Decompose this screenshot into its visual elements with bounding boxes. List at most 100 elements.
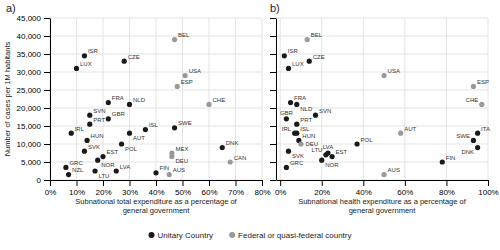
x-tick-mark: [488, 180, 489, 186]
point-label: LTU: [311, 147, 322, 153]
point: [298, 141, 303, 146]
point-label: SVN: [93, 108, 105, 114]
point: [475, 145, 480, 150]
point-label: EST: [107, 149, 119, 155]
x-tick-mark: [103, 180, 104, 186]
point-label: NLD: [300, 106, 313, 112]
point-label: CAN: [234, 155, 247, 161]
point: [100, 154, 105, 159]
y-tick-mark: [44, 144, 50, 145]
point: [82, 149, 87, 154]
x-tick-label: 0%: [275, 188, 287, 197]
point-label: AUT: [404, 126, 416, 132]
y-tick-mark: [270, 108, 276, 109]
legend-label: Unitary Country: [158, 231, 214, 240]
point: [284, 165, 289, 170]
point-label: NLD: [133, 97, 146, 103]
x-tick-mark: [77, 180, 78, 186]
point: [325, 150, 330, 155]
x-tick: 80%: [254, 180, 270, 197]
x-tick-mark: [156, 180, 157, 186]
y-tick: 30,000: [17, 68, 50, 77]
point: [95, 158, 100, 163]
legend-label: Federal or quasi-federal country: [238, 231, 351, 240]
point: [127, 131, 132, 136]
series: [282, 53, 480, 170]
point-label: GBR: [112, 111, 126, 117]
x-tick: 50%: [175, 180, 191, 197]
point: [169, 154, 174, 159]
panel-title: b): [270, 2, 280, 14]
y-tick-mark: [270, 126, 276, 127]
x-tick-mark: [50, 180, 51, 186]
y-tick-mark: [270, 144, 276, 145]
point-label: CZE: [313, 54, 325, 60]
legend-item: Federal or quasi-federal country: [229, 231, 351, 240]
y-tick-label: 40,000: [17, 32, 42, 41]
y-tick-mark: [270, 72, 276, 73]
y-tick: 10,000: [17, 140, 50, 149]
y-tick-mark: [270, 162, 276, 163]
point-label: PRT: [300, 117, 312, 123]
points: [63, 37, 232, 177]
grid-line-x: [280, 18, 281, 180]
x-tick-label: 60%: [201, 188, 217, 197]
y-tick: 45,000: [17, 14, 50, 23]
series: [298, 37, 484, 177]
point: [183, 73, 188, 78]
point: [82, 53, 87, 58]
point: [307, 59, 312, 64]
x-tick-mark: [405, 180, 406, 186]
x-tick-mark: [280, 180, 281, 186]
panel-title: a): [6, 2, 16, 14]
y-tick: [270, 18, 276, 19]
grid-line-y: [276, 90, 488, 91]
y-tick: [270, 144, 276, 145]
point: [143, 127, 148, 132]
point-label: CHE: [213, 97, 226, 103]
grid-line-y: [276, 72, 488, 73]
point-label: AUT: [133, 135, 145, 141]
point: [114, 168, 119, 173]
y-tick: [270, 180, 276, 181]
point: [127, 102, 132, 107]
y-tick-mark: [270, 90, 276, 91]
point-label: ISL: [300, 126, 310, 132]
point-label: LUX: [80, 61, 92, 67]
point-label: PRT: [93, 117, 105, 123]
point: [175, 84, 180, 89]
series: [63, 53, 225, 177]
point-label: EST: [336, 149, 348, 155]
point-labels: ISRLUXCZEFRANLDSVNPRTGBRIRLHUNSVKESTNORG…: [280, 32, 490, 173]
grid-line-y: [50, 18, 262, 19]
point-label: ISL: [149, 122, 159, 128]
point-label: AUS: [388, 167, 400, 173]
point-label: ISR: [288, 48, 299, 54]
x-tick-label: 40%: [148, 188, 164, 197]
y-tick: 40,000: [17, 32, 50, 41]
x-tick-mark: [262, 180, 263, 186]
grid-line-y: [276, 36, 488, 37]
grid-line-y: [276, 54, 488, 55]
x-tick-label: 0%: [45, 188, 57, 197]
point-label: HUN: [302, 133, 315, 139]
grid-line-x: [488, 18, 489, 180]
y-tick-label: 35,000: [17, 50, 42, 59]
point-label: CHE: [466, 97, 479, 103]
y-tick: [270, 90, 276, 91]
x-axis-title-line: Subnational total expenditure as a perce…: [75, 197, 237, 206]
point-label: AUS: [173, 167, 185, 173]
point: [66, 172, 71, 177]
point-label: SVK: [292, 153, 304, 159]
point: [63, 165, 68, 170]
x-axis-title: Subnational health expenditure as a perc…: [298, 197, 467, 215]
x-tick: 20%: [314, 180, 330, 197]
point: [286, 149, 291, 154]
x-tick: 0%: [275, 180, 287, 197]
y-tick-label: 45,000: [17, 14, 42, 23]
grid: [50, 18, 262, 180]
x-tick-mark: [363, 180, 364, 186]
point-label: IRL: [282, 126, 292, 132]
point: [167, 172, 172, 177]
point: [440, 159, 445, 164]
